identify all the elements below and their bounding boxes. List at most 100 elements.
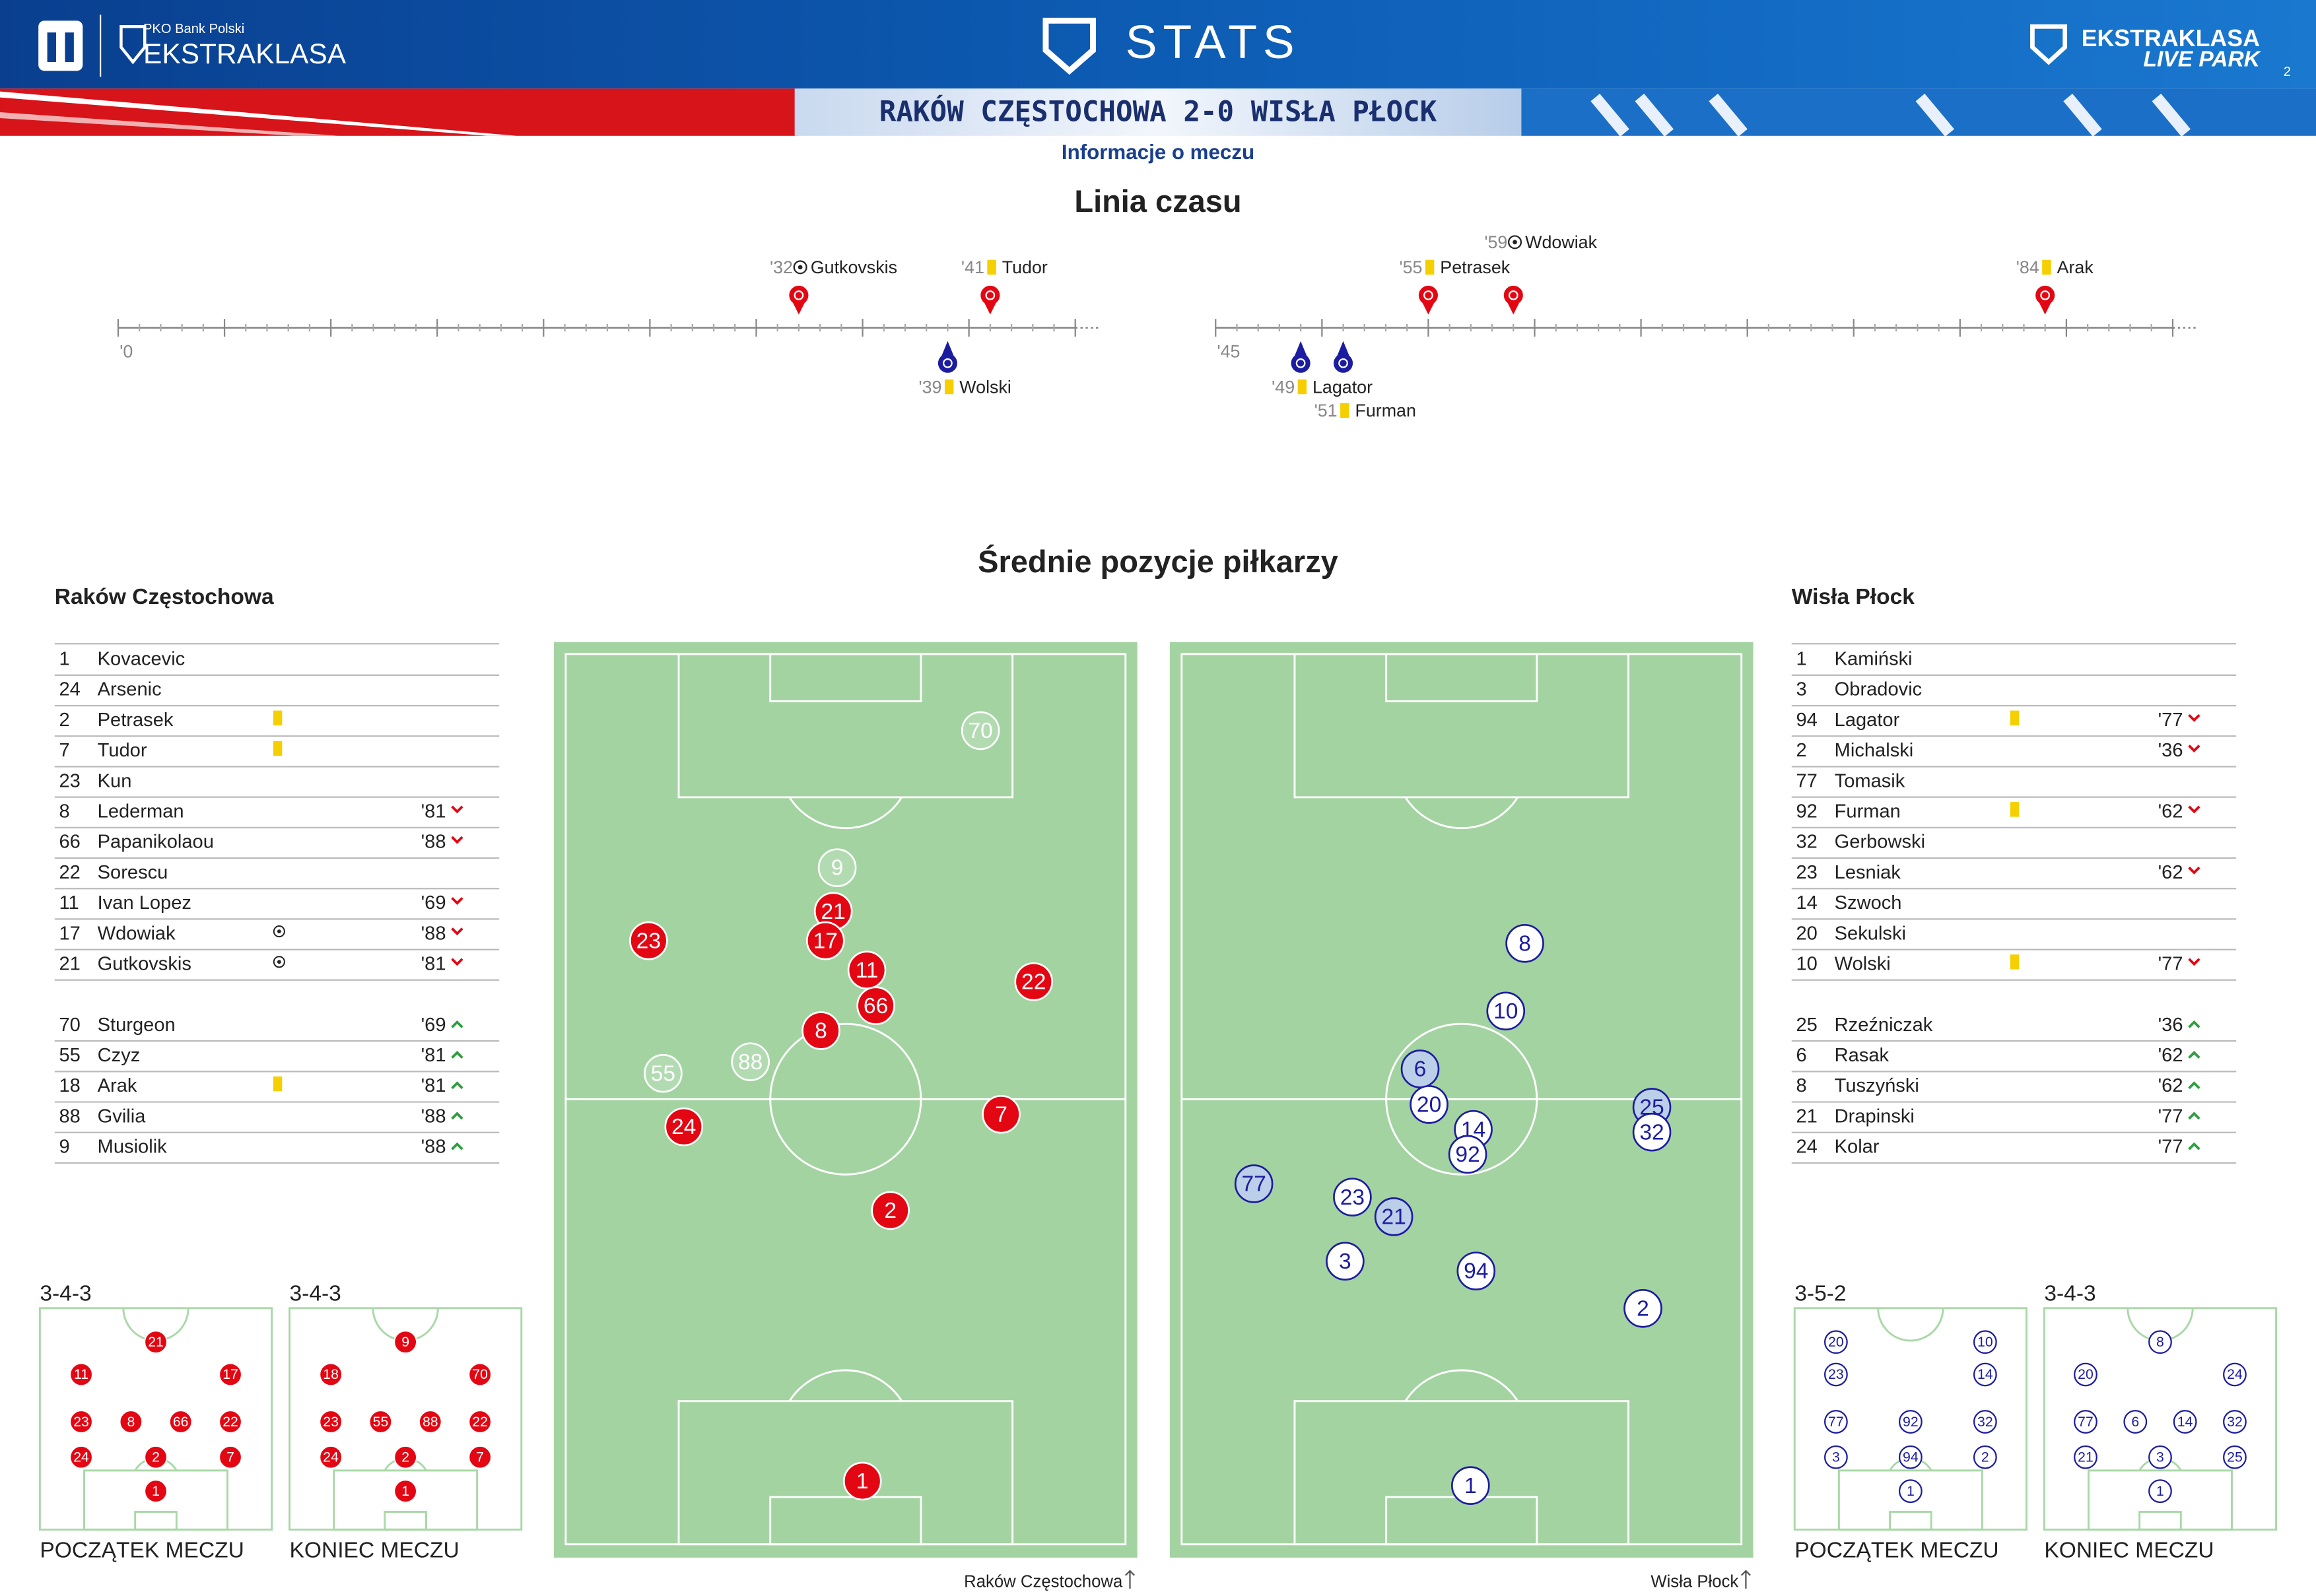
- formation-player: [1823, 1410, 1848, 1434]
- formation-player: [2074, 1445, 2097, 1469]
- sub-minute: '77: [2158, 1106, 2183, 1127]
- event-pin: [1334, 341, 1353, 373]
- goal-icon-center: [277, 929, 281, 934]
- sub-in-arrow: [451, 1051, 463, 1059]
- formation-player: [169, 1410, 193, 1434]
- page-number: 2: [2284, 65, 2291, 79]
- player-position: [1632, 1112, 1672, 1152]
- event-pin: [937, 341, 957, 373]
- formation-player: [69, 1410, 93, 1434]
- attack-arrow: [1740, 1570, 1751, 1589]
- pin-tip: [1294, 341, 1308, 358]
- event-pin: [1503, 285, 1523, 315]
- player-position: [1448, 1135, 1487, 1174]
- player-position: [1234, 1164, 1274, 1203]
- formation-player: [368, 1410, 393, 1434]
- formation-player-number: 11: [74, 1366, 88, 1382]
- sub-in-arrow: [451, 1081, 463, 1090]
- formation-player-number: 22: [472, 1414, 488, 1430]
- sub-minute: '62: [2158, 1045, 2183, 1066]
- player-number: 20: [1796, 923, 1817, 944]
- sub-minute: '81: [421, 1045, 446, 1066]
- player-name: Czyz: [98, 1045, 141, 1066]
- formation-player: [69, 1446, 93, 1469]
- player-position-number: 17: [813, 929, 838, 953]
- formation-player: [319, 1446, 343, 1469]
- player-name: Sturgeon: [98, 1014, 176, 1036]
- player-number: 25: [1796, 1014, 1817, 1036]
- pin-dot: [1295, 358, 1306, 368]
- center-circle: [769, 1022, 922, 1176]
- event-player: Lagator: [1312, 377, 1373, 397]
- player-position: [982, 1094, 1021, 1134]
- player-number: 66: [59, 832, 80, 853]
- formation-player-number: 8: [2156, 1334, 2164, 1350]
- sub-minute: '36: [2158, 740, 2183, 761]
- sub-in-arrow: [2188, 1020, 2200, 1028]
- formation-player-number: 77: [2078, 1414, 2094, 1430]
- player-position-number: 92: [1455, 1143, 1480, 1167]
- sub-minute: '62: [2158, 862, 2183, 883]
- formation-player-number: 20: [1828, 1334, 1844, 1350]
- pin-tip: [1336, 341, 1350, 358]
- yellow-card: [987, 259, 996, 275]
- player-name: Musiolik: [98, 1137, 167, 1158]
- formation-player-number: 21: [2078, 1449, 2094, 1465]
- formation-player-number: 55: [373, 1414, 389, 1430]
- player-name: Rzeźniczak: [1835, 1014, 1933, 1036]
- sub-out-arrow: [2188, 958, 2200, 966]
- player-position: [1400, 1049, 1440, 1088]
- pin-dot: [1338, 358, 1348, 368]
- pin-head: [937, 353, 957, 373]
- attack-arrow: [1124, 1570, 1135, 1589]
- player-name: Ivan Lopez: [98, 892, 191, 914]
- formation-player-number: 7: [226, 1449, 234, 1465]
- pin-dot: [794, 290, 804, 300]
- player-position-number: 77: [1242, 1172, 1266, 1197]
- mini-goal-box: [134, 1511, 178, 1531]
- pin-dot: [1508, 290, 1518, 300]
- formation-player: [2148, 1445, 2172, 1469]
- formation-player-number: 32: [1977, 1414, 1993, 1430]
- player-position: [871, 1191, 910, 1230]
- section-title: STATS: [1126, 16, 1301, 69]
- player-name: Szwoch: [1835, 892, 1902, 914]
- formation-player: [419, 1410, 442, 1434]
- formation-player: [1823, 1362, 1848, 1387]
- sub-minute: '88: [421, 832, 446, 853]
- formation-player-number: 3: [1832, 1449, 1840, 1465]
- pin-tip: [792, 301, 805, 315]
- formation-caption: POCZĄTEK MECZU: [40, 1539, 244, 1563]
- pko-logo: [38, 15, 147, 77]
- sub-minute: '62: [2158, 1075, 2183, 1096]
- player-number: 22: [59, 862, 80, 883]
- formation-player-number: 88: [423, 1414, 438, 1430]
- formation-player-number: 10: [1977, 1334, 1993, 1350]
- penalty-arc: [1404, 797, 1518, 829]
- mini-goal-box: [2138, 1511, 2182, 1531]
- sub-minute: '81: [421, 801, 446, 822]
- formation-player: [2074, 1362, 2097, 1387]
- player-name: Tomasik: [1835, 770, 1905, 791]
- event-player: Arak: [2057, 257, 2094, 277]
- formation-player: [1898, 1445, 1923, 1469]
- pin-dot: [2040, 290, 2051, 300]
- formation-caption: KONIEC MECZU: [290, 1539, 460, 1563]
- player-position: [1374, 1197, 1413, 1236]
- formation-player-number: 23: [1828, 1366, 1844, 1382]
- formation-player: [2123, 1410, 2148, 1434]
- player-number: 3: [1796, 679, 1806, 700]
- yellow-card: [273, 1076, 283, 1092]
- player-position-number: 21: [1381, 1205, 1406, 1229]
- player-number: 1: [1796, 649, 1806, 670]
- goal-box: [769, 653, 922, 702]
- formation-player-number: 21: [148, 1334, 164, 1350]
- penalty-arc: [1404, 1369, 1518, 1402]
- formation-player: [144, 1479, 168, 1503]
- penalty-arc: [788, 1369, 903, 1402]
- sub-out-arrow: [451, 958, 463, 966]
- pin-head: [1503, 285, 1523, 305]
- sub-minute: '69: [421, 1014, 446, 1036]
- player-position: [1333, 1178, 1372, 1216]
- player-number: 9: [59, 1137, 69, 1158]
